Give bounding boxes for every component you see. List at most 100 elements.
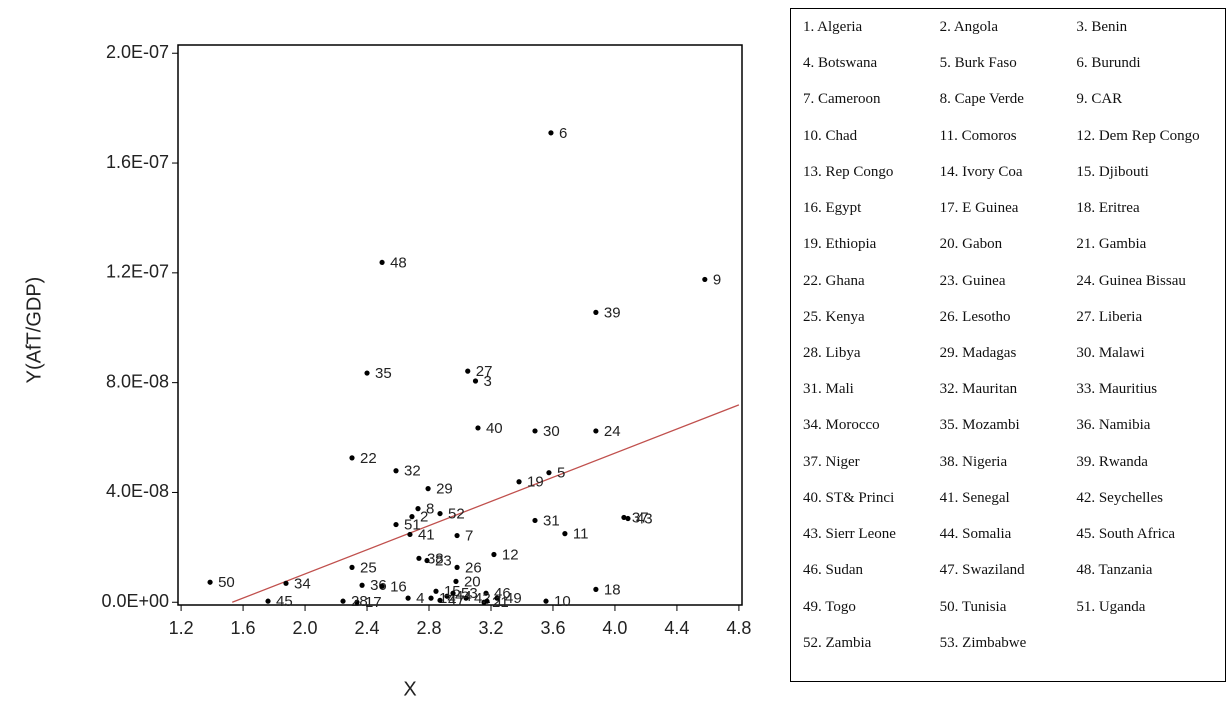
- point-label: 2: [420, 509, 428, 526]
- y-tick-label: 2.0E-07: [106, 42, 169, 62]
- table-cell: 11. Comoros: [939, 127, 1017, 144]
- table-cell: 34. Morocco: [803, 417, 880, 434]
- table-cell: 44. Somalia: [939, 526, 1012, 543]
- table-row: 31. Mali 32. Mauritan 33. Mauritius: [803, 381, 1213, 417]
- x-tick-label: 2.4: [355, 618, 380, 638]
- point: [548, 130, 554, 136]
- table-cell: 48. Tanzania: [1076, 562, 1153, 579]
- point: [349, 564, 355, 570]
- point: [491, 551, 497, 558]
- table-row: 37. Niger 38. Nigeria 39. Rwanda: [803, 454, 1213, 490]
- table-cell: 15. Djibouti: [1076, 163, 1149, 180]
- x-tick-label: 1.6: [231, 618, 256, 638]
- table-cell: 3. Benin: [1076, 19, 1128, 35]
- table-cell: 41. Senegal: [939, 489, 1010, 506]
- point: [454, 564, 460, 570]
- table-cell: 47. Swaziland: [939, 562, 1025, 579]
- point-label: 28: [351, 593, 368, 610]
- point: [450, 590, 456, 596]
- point: [475, 425, 481, 431]
- point: [379, 259, 385, 266]
- y-tick-label: 8.0E-08: [106, 371, 169, 391]
- point: [437, 597, 443, 603]
- point-label: 39: [604, 304, 621, 321]
- point: [472, 378, 479, 384]
- point-label: 3: [483, 373, 491, 390]
- point-label: 48: [390, 254, 407, 271]
- point-label: 50: [218, 574, 235, 591]
- point: [265, 598, 271, 604]
- point-label: 20: [464, 573, 481, 590]
- table-cell: 12. Dem Rep Congo: [1076, 127, 1200, 144]
- table-cell: 19. Ethiopia: [803, 236, 877, 253]
- point: [393, 521, 399, 528]
- point: [593, 586, 599, 592]
- table-cell: 14. Ivory Coa: [939, 163, 1023, 180]
- table-row: 16. Egypt 17. E Guinea 18. Eritrea: [803, 200, 1213, 236]
- point: [543, 598, 549, 604]
- point-label: 25: [360, 559, 377, 576]
- table-row: 46. Sudan 47. Swaziland 48. Tanzania: [803, 562, 1213, 598]
- point-label: 24: [604, 423, 621, 440]
- point-label: 6: [559, 125, 567, 142]
- point-label: 41: [418, 526, 435, 543]
- table-cell: 40. ST& Princi: [803, 489, 895, 506]
- table-cell: 32. Mauritan: [939, 381, 1018, 398]
- table-cell: 10. Chad: [803, 127, 858, 144]
- point-label: 18: [604, 581, 621, 598]
- table-cell: 4. Botswana: [803, 55, 878, 72]
- table-row: 28. Libya 29. Madagas 30. Malawi: [803, 345, 1213, 381]
- point-label: 34: [294, 575, 311, 592]
- table-cell: 18. Eritrea: [1076, 200, 1140, 217]
- point: [428, 595, 434, 601]
- table-row: 4. Botswana 5. Burk Faso 6. Burundi: [803, 55, 1213, 91]
- point-label: 51: [404, 517, 421, 534]
- table-cell: 36. Namibia: [1076, 417, 1151, 434]
- point: [702, 276, 708, 283]
- point-label: 8: [426, 501, 434, 518]
- point: [625, 515, 631, 522]
- point-label: 35: [375, 365, 392, 382]
- point: [593, 428, 599, 434]
- point: [593, 309, 599, 315]
- point-label: 26: [465, 559, 482, 576]
- table-row: 7. Cameroon 8. Cape Verde 9. CAR: [803, 91, 1213, 127]
- point: [437, 510, 443, 517]
- table-cell: 53. Zimbabwe: [939, 634, 1027, 651]
- point: [465, 368, 471, 374]
- point-label: 19: [527, 474, 544, 491]
- table-row: 1. Algeria 2. Angola 3. Benin: [803, 19, 1213, 55]
- point-label: 37: [632, 509, 649, 526]
- point-label: 49: [505, 590, 522, 607]
- point-label: 53: [461, 585, 478, 602]
- point-label: 32: [404, 463, 421, 480]
- point: [433, 588, 439, 594]
- point-label: 40: [486, 420, 503, 437]
- point: [207, 579, 213, 585]
- point-label: 43: [636, 510, 653, 527]
- point: [405, 595, 411, 601]
- table-cell: 39. Rwanda: [1076, 453, 1148, 470]
- point: [532, 428, 538, 434]
- table-cell: 7. Cameroon: [803, 91, 881, 108]
- point-label: 45: [276, 593, 293, 610]
- table-cell: 31. Mali: [803, 381, 854, 398]
- point-label: 7: [465, 528, 473, 545]
- chart: X Y(AfT/GDP) 0.0E+00 4.0E-08 8.0E-08 1.2E-0…: [23, 42, 751, 700]
- point: [364, 370, 370, 376]
- table-cell: 17. E Guinea: [939, 200, 1019, 217]
- point: [484, 598, 490, 604]
- table-row: 25. Kenya 26. Lesotho 27. Liberia: [803, 309, 1213, 345]
- table-cell: 33. Mauritius: [1076, 381, 1158, 398]
- legend-table: 1. Algeria 2. Angola 3. Benin 4. Botswana 5.…: [790, 8, 1226, 682]
- x-axis-label: X: [403, 678, 416, 700]
- table-row: 22. Ghana 23. Guinea 24. Guinea Bissau: [803, 273, 1213, 309]
- point-label: 47: [448, 592, 465, 609]
- table-cell: 24. Guinea Bissau: [1076, 272, 1186, 289]
- table-cell: 1. Algeria: [803, 19, 863, 35]
- point: [621, 514, 627, 521]
- table-cell: 42. Seychelles: [1076, 489, 1163, 506]
- point: [354, 599, 360, 605]
- table-row: 43. Sierr Leone 44. Somalia 45. South Afri…: [803, 526, 1213, 562]
- point: [483, 590, 489, 596]
